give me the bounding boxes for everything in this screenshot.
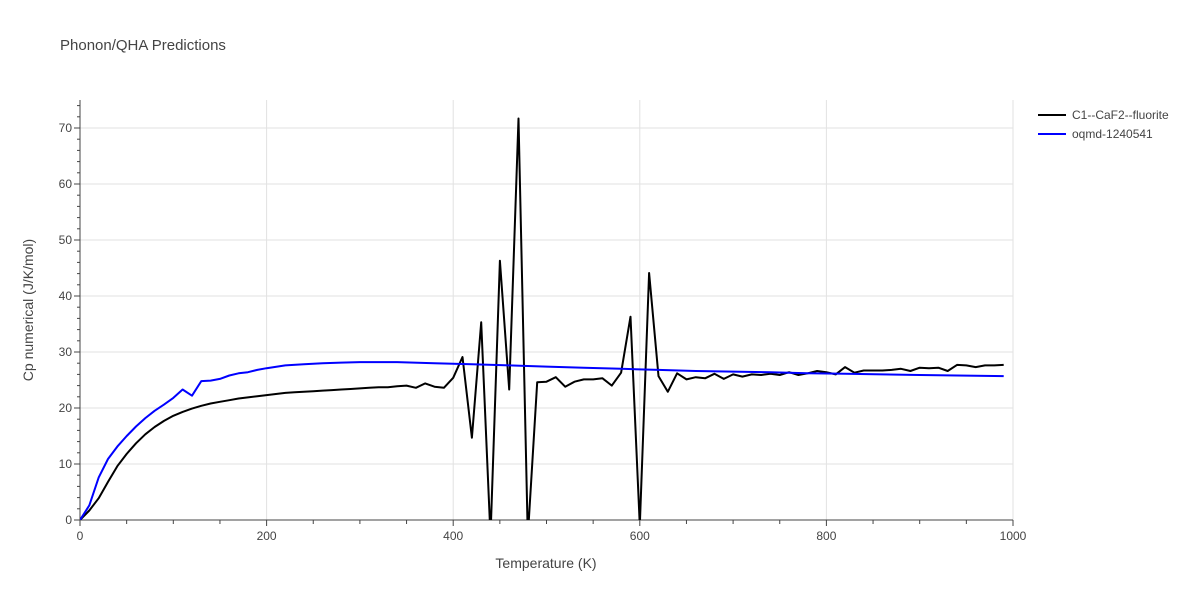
y-tick-label: 70 bbox=[59, 121, 73, 135]
y-tick-label: 60 bbox=[59, 177, 73, 191]
x-tick-label: 800 bbox=[816, 529, 836, 543]
x-axis-title: Temperature (K) bbox=[495, 555, 596, 571]
x-tick-label: 600 bbox=[630, 529, 650, 543]
y-tick-label: 20 bbox=[59, 401, 73, 415]
y-tick-label: 10 bbox=[59, 457, 73, 471]
y-tick-label: 50 bbox=[59, 233, 73, 247]
x-tick-label: 0 bbox=[77, 529, 84, 543]
y-tick-label: 30 bbox=[59, 345, 73, 359]
legend-item[interactable]: C1--CaF2--fluorite bbox=[1038, 108, 1169, 122]
series-line-1 bbox=[80, 361, 1004, 520]
series-line-0 bbox=[80, 117, 1004, 520]
x-tick-label: 1000 bbox=[1000, 529, 1027, 543]
x-tick-label: 400 bbox=[443, 529, 463, 543]
y-tick-labels: 0 10 20 30 40 50 60 70 bbox=[59, 121, 73, 527]
y-axis-title: Cp numerical (J/K/mol) bbox=[20, 239, 36, 381]
axes bbox=[74, 100, 1014, 526]
legend-label: C1--CaF2--fluorite bbox=[1072, 108, 1169, 122]
legend-label: oqmd-1240541 bbox=[1072, 127, 1153, 141]
x-tick-label: 200 bbox=[257, 529, 277, 543]
legend[interactable]: C1--CaF2--fluorite oqmd-1240541 bbox=[1038, 108, 1169, 141]
series-lines bbox=[80, 117, 1004, 520]
x-tick-labels: 0 200 400 600 800 1000 bbox=[77, 529, 1027, 543]
legend-item[interactable]: oqmd-1240541 bbox=[1038, 127, 1153, 141]
grid-lines bbox=[80, 100, 1014, 520]
y-tick-label: 40 bbox=[59, 289, 73, 303]
y-tick-label: 0 bbox=[65, 513, 72, 527]
chart-title: Phonon/QHA Predictions bbox=[60, 37, 226, 54]
